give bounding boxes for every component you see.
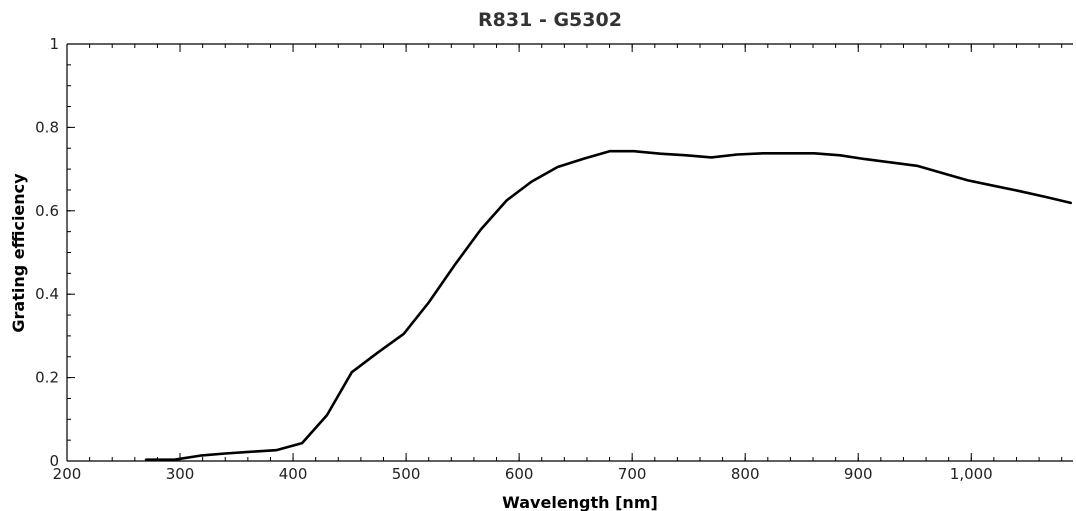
x-tick-label: 900 — [844, 465, 873, 483]
y-tick-label: 0.6 — [35, 202, 59, 220]
y-tick-label: 0 — [49, 452, 59, 470]
y-tick-label: 1 — [49, 35, 59, 53]
y-tick-label: 0.2 — [35, 369, 59, 387]
chart-title: R831 - G5302 — [478, 9, 622, 31]
x-tick-label: 300 — [166, 465, 195, 483]
x-tick-label: 400 — [279, 465, 308, 483]
x-tick-label: 600 — [505, 465, 534, 483]
efficiency-line — [144, 149, 1072, 462]
y-tick-label: 0.4 — [35, 285, 59, 303]
x-tick-label: 800 — [731, 465, 760, 483]
x-axis-label: Wavelength [nm] — [502, 493, 658, 511]
y-axis-label: Grating efficiency — [9, 173, 28, 333]
x-tick-label: 700 — [618, 465, 647, 483]
x-tick-label: 200 — [53, 465, 82, 483]
y-tick-label: 0.8 — [35, 118, 59, 136]
series-layer — [144, 149, 1072, 462]
x-tick-label: 1,000 — [950, 465, 993, 483]
axes: 200 300 400 500 600 700 800 900 1,000 0 0.2 0.4 0.6 0… — [35, 35, 1073, 483]
x-tick-label: 500 — [392, 465, 421, 483]
